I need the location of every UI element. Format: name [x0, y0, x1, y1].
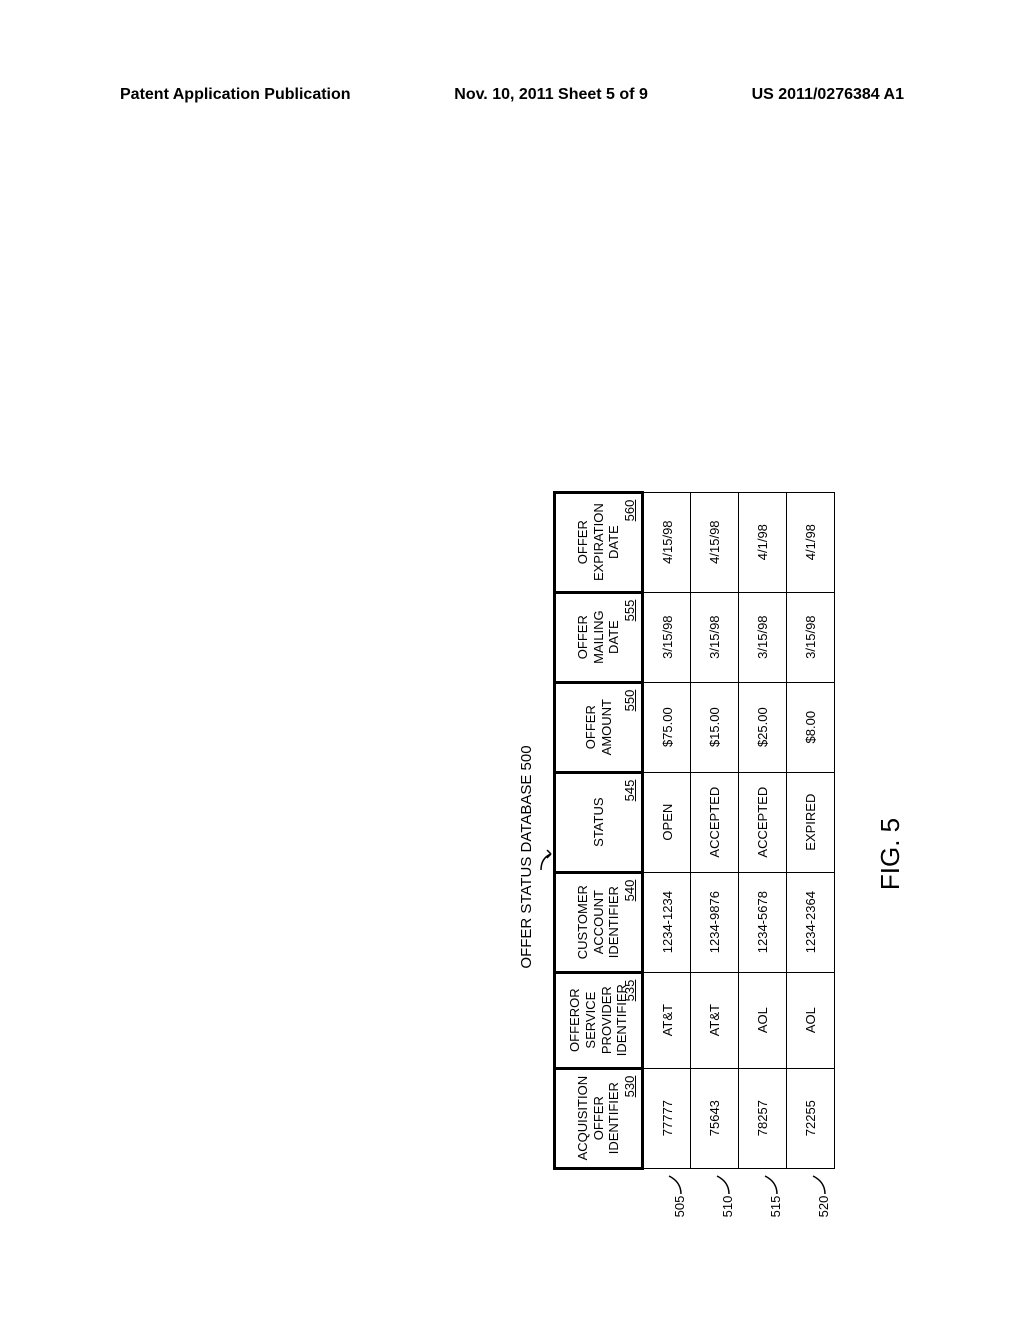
page-header: Patent Application Publication Nov. 10, …: [0, 86, 1024, 104]
row-ref-curve-icon: [667, 1174, 687, 1196]
cell: 1234-1234: [643, 872, 691, 972]
row-ref-515: 515: [739, 1174, 787, 1218]
cell: 78257: [739, 1068, 787, 1168]
cell: 4/15/98: [691, 492, 739, 592]
col-header-offer-amount: OFFER AMOUNT 550: [555, 682, 643, 772]
row-ref-text: 515: [768, 1196, 783, 1218]
table-header-row: ACQUISITION OFFER IDENTIFIER 530 OFFEROR…: [555, 492, 643, 1168]
col-ref: 530: [622, 1076, 637, 1098]
cell: ACCEPTED: [739, 772, 787, 872]
table-row: 72255 AOL 1234-2364 EXPIRED $8.00 3/15/9…: [787, 492, 835, 1168]
col-ref: 550: [622, 690, 637, 712]
cell: 1234-2364: [787, 872, 835, 972]
col-header-line: IDENTIFIER: [606, 880, 622, 965]
cell: 4/1/98: [739, 492, 787, 592]
row-ref-510: 510: [691, 1174, 739, 1218]
cell: OPEN: [643, 772, 691, 872]
patent-page: Patent Application Publication Nov. 10, …: [0, 0, 1024, 1320]
cell: $25.00: [739, 682, 787, 772]
col-header-line: OFFER: [583, 690, 599, 765]
header-left-text: Patent Application Publication: [120, 86, 351, 104]
col-header-line: OFFER: [591, 1076, 607, 1161]
cell: 3/15/98: [739, 592, 787, 682]
table-body: 77777 AT&T 1234-1234 OPEN $75.00 3/15/98…: [643, 492, 835, 1168]
col-ref: 545: [622, 780, 637, 802]
cell: AOL: [739, 972, 787, 1068]
cell: 4/15/98: [643, 492, 691, 592]
row-ref-505: 505: [643, 1174, 691, 1218]
offer-status-table: ACQUISITION OFFER IDENTIFIER 530 OFFEROR…: [553, 491, 835, 1170]
cell: AOL: [787, 972, 835, 1068]
header-right-text: US 2011/0276384 A1: [752, 86, 904, 104]
row-ref-curve-icon: [715, 1174, 735, 1196]
row-ref-text: 505: [672, 1196, 687, 1218]
col-header-line: IDENTIFIER: [606, 1076, 622, 1161]
table-row: 75643 AT&T 1234-9876 ACCEPTED $15.00 3/1…: [691, 492, 739, 1168]
col-header-offer-mailing-date: OFFER MAILING DATE 555: [555, 592, 643, 682]
col-header-line: STATUS: [591, 780, 607, 865]
col-header-offeror-service-provider-identifier: OFFEROR SERVICE PROVIDER IDENTIFIER 535: [555, 972, 643, 1068]
cell: 72255: [787, 1068, 835, 1168]
col-header-line: AMOUNT: [599, 690, 615, 765]
cell: 75643: [691, 1068, 739, 1168]
figure-rotated-wrapper: OFFER STATUS DATABASE 500 505: [518, 454, 906, 854]
col-header-line: OFFER: [575, 600, 591, 675]
col-header-line: CUSTOMER: [575, 880, 591, 965]
row-ref-text: 520: [816, 1196, 831, 1218]
col-header-line: DATE: [606, 600, 622, 675]
col-header-line: DATE: [606, 500, 622, 585]
col-ref: 560: [622, 500, 637, 522]
col-header-line: SERVICE: [583, 980, 599, 1061]
cell: 1234-9876: [691, 872, 739, 972]
col-header-line: EXPIRATION: [591, 500, 607, 585]
col-ref: 540: [622, 880, 637, 902]
col-header-line: OFFEROR: [567, 980, 583, 1061]
col-header-line: ACCOUNT: [591, 880, 607, 965]
cell: 1234-5678: [739, 872, 787, 972]
title-arrow-icon: [539, 834, 553, 874]
table-area: 505 510 515: [553, 491, 835, 1218]
col-header-line: ACQUISITION: [575, 1076, 591, 1161]
cell: 3/15/98: [691, 592, 739, 682]
cell: EXPIRED: [787, 772, 835, 872]
cell: 3/15/98: [787, 592, 835, 682]
table-row: 78257 AOL 1234-5678 ACCEPTED $25.00 3/15…: [739, 492, 787, 1168]
col-header-line: MAILING: [591, 600, 607, 675]
row-ref-curve-icon: [811, 1174, 831, 1196]
cell: $8.00: [787, 682, 835, 772]
col-ref: 535: [622, 980, 637, 1002]
cell: $15.00: [691, 682, 739, 772]
cell: ACCEPTED: [691, 772, 739, 872]
col-header-offer-expiration-date: OFFER EXPIRATION DATE 560: [555, 492, 643, 592]
col-header-status: STATUS 545: [555, 772, 643, 872]
col-ref: 555: [622, 600, 637, 622]
cell: AT&T: [691, 972, 739, 1068]
col-header-line: OFFER: [575, 500, 591, 585]
database-title-row: OFFER STATUS DATABASE 500: [518, 739, 535, 968]
row-reference-labels: 505 510 515: [555, 1174, 835, 1218]
figure-content: OFFER STATUS DATABASE 500 505: [518, 454, 906, 1254]
cell: 4/1/98: [787, 492, 835, 592]
database-title: OFFER STATUS DATABASE 500: [518, 745, 535, 968]
row-ref-curve-icon: [763, 1174, 783, 1196]
header-center-text: Nov. 10, 2011 Sheet 5 of 9: [454, 86, 648, 104]
cell: $75.00: [643, 682, 691, 772]
col-header-customer-account-identifier: CUSTOMER ACCOUNT IDENTIFIER 540: [555, 872, 643, 972]
table-header: ACQUISITION OFFER IDENTIFIER 530 OFFEROR…: [555, 492, 643, 1168]
row-ref-text: 510: [720, 1196, 735, 1218]
col-header-acquisition-offer-identifier: ACQUISITION OFFER IDENTIFIER 530: [555, 1068, 643, 1168]
row-ref-520: 520: [787, 1174, 835, 1218]
cell: AT&T: [643, 972, 691, 1068]
row-label-spacer: [555, 1174, 643, 1218]
table-row: 77777 AT&T 1234-1234 OPEN $75.00 3/15/98…: [643, 492, 691, 1168]
col-header-line: PROVIDER: [599, 980, 615, 1061]
cell: 77777: [643, 1068, 691, 1168]
figure-label: FIG. 5: [875, 818, 906, 890]
cell: 3/15/98: [643, 592, 691, 682]
